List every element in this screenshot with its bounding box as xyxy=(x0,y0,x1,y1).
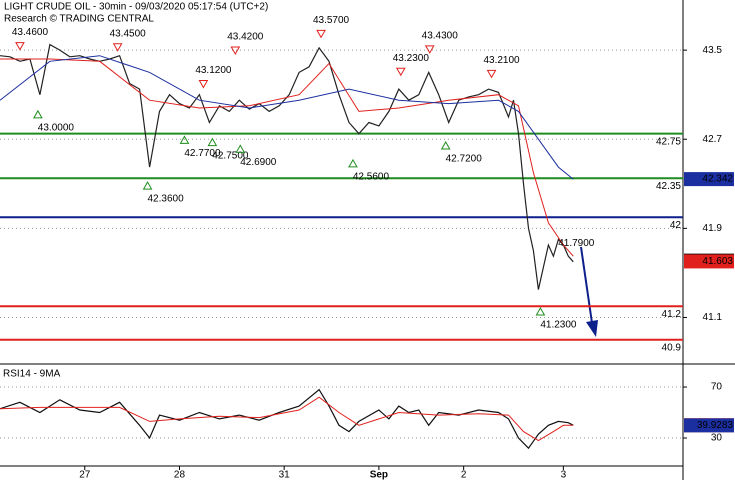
x-tick-label: 31 xyxy=(279,470,291,480)
annotation-label: 41.2300 xyxy=(540,320,577,331)
price-box xyxy=(684,172,734,187)
trough-marker xyxy=(535,306,546,316)
series-line xyxy=(0,396,574,442)
x-tick-label: 2 xyxy=(461,470,467,480)
series-line xyxy=(0,388,574,450)
annotation-label: 42.5600 xyxy=(353,171,390,182)
annotation-label: 41.7900 xyxy=(558,238,595,249)
peak-marker xyxy=(316,29,326,39)
trough-marker xyxy=(207,137,218,147)
y-tick-label: 70 xyxy=(711,382,723,393)
series-line xyxy=(0,55,574,180)
chart-title: LIGHT CRUDE OIL - 30min - 09/03/2020 05:… xyxy=(4,2,268,13)
x-tick-label: Sep xyxy=(370,470,388,480)
trough-marker xyxy=(235,144,246,153)
peak-marker xyxy=(395,67,406,77)
annotation-label: 43.4600 xyxy=(12,27,49,38)
y-tick-label: 30 xyxy=(711,433,723,444)
level-label: 40.9 xyxy=(662,342,682,353)
peak-marker xyxy=(112,43,123,52)
annotation-label: 43.4300 xyxy=(422,31,459,42)
peak-marker xyxy=(230,46,241,56)
series-line xyxy=(0,43,574,290)
x-tick-label: 3 xyxy=(561,470,567,480)
chart-subtitle: Research © TRADING CENTRAL xyxy=(4,14,154,25)
x-tick-label: 28 xyxy=(174,470,186,480)
peak-marker xyxy=(198,79,209,89)
annotation-label: 43.2100 xyxy=(483,55,520,66)
y-tick-label: 41.1 xyxy=(703,312,723,323)
annotation-label: 42.3600 xyxy=(147,194,184,205)
y-tick-label: 43.5 xyxy=(703,45,723,56)
annotation-label: 43.5700 xyxy=(313,15,350,26)
rsi-title: RSI14 - 9MA xyxy=(3,369,61,380)
peak-marker xyxy=(424,45,435,54)
price-box xyxy=(684,418,734,433)
trough-marker xyxy=(33,109,43,119)
level-label: 41.2 xyxy=(662,309,682,320)
trough-marker xyxy=(179,135,190,144)
annotation-label: 42.7500 xyxy=(212,150,249,161)
price-box xyxy=(684,254,734,269)
annotation-label: 42.7700 xyxy=(184,148,221,159)
level-label: 42.75 xyxy=(656,136,681,147)
price-box-label: 42.342 xyxy=(702,174,733,185)
price-box-label: 41.603 xyxy=(702,256,733,267)
annotation-label: 43.1200 xyxy=(195,65,232,76)
trough-marker xyxy=(348,158,358,168)
peak-marker xyxy=(15,42,25,51)
annotation-label: 43.4200 xyxy=(227,32,264,43)
series-line xyxy=(0,58,574,257)
price-box-label: 39.9283 xyxy=(697,420,734,431)
trough-marker xyxy=(142,181,153,190)
annotation-label: 42.6900 xyxy=(240,157,277,168)
level-label: 42 xyxy=(670,220,682,231)
annotation-label: 43.4500 xyxy=(110,28,147,39)
annotation-label: 43.2300 xyxy=(393,53,430,64)
y-tick-label: 41.9 xyxy=(703,223,723,234)
annotation-label: 42.7200 xyxy=(446,154,483,165)
forecast-arrowhead xyxy=(586,320,598,337)
x-tick-label: 27 xyxy=(79,470,91,480)
annotation-label: 43.0000 xyxy=(38,122,75,133)
peak-marker xyxy=(486,69,497,79)
y-tick-label: 42.7 xyxy=(703,134,723,145)
level-label: 42.35 xyxy=(656,181,681,192)
forecast-arrow xyxy=(580,246,593,324)
trough-marker xyxy=(440,140,451,150)
